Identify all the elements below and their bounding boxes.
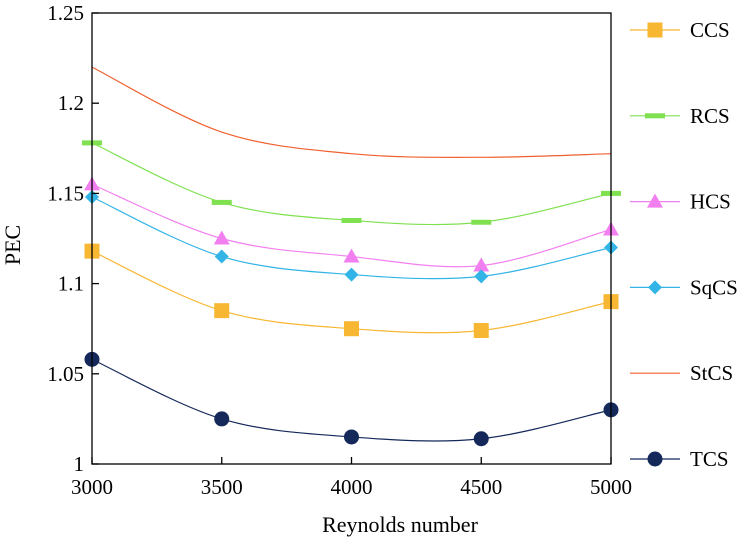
legend-item-tcs: TCS <box>630 447 729 471</box>
x-tick-label: 3000 <box>71 475 113 499</box>
data-point-sqcs-4500 <box>474 269 489 284</box>
y-tick-label: 1 <box>74 452 85 476</box>
legend-label-rcs: RCS <box>690 104 730 128</box>
series-line-ccs <box>91 250 612 334</box>
y-tick-label: 1.2 <box>58 91 84 115</box>
series-line-stcs <box>91 66 612 158</box>
data-point-ccs-4500 <box>473 323 489 339</box>
y-tick-label: 1.1 <box>58 272 84 296</box>
plot-area <box>82 66 621 447</box>
x-tick-label: 4000 <box>331 475 373 499</box>
legend-marker-sqcs <box>648 280 662 295</box>
data-point-sqcs-3500 <box>214 249 229 264</box>
x-tick-label: 5000 <box>590 475 632 499</box>
legend-marker-hcs <box>647 193 663 208</box>
series-stcs <box>91 66 612 158</box>
legend-item-stcs: StCS <box>630 361 733 385</box>
legend-item-ccs: CCS <box>630 18 730 42</box>
data-point-tcs-3500 <box>214 411 230 427</box>
legend-item-rcs: RCS <box>630 104 730 128</box>
series-tcs <box>84 351 619 447</box>
legend-item-sqcs: SqCS <box>630 275 738 299</box>
legend-label-stcs: StCS <box>690 361 733 385</box>
legend: CCS RCS HCS SqCS StCS TCS <box>630 18 738 471</box>
series-rcs <box>82 140 621 226</box>
data-point-tcs-4000 <box>344 429 359 445</box>
data-point-hcs-4000 <box>343 248 360 263</box>
y-axis-title: PEC <box>0 225 25 265</box>
series-line-tcs <box>91 358 612 442</box>
data-point-hcs-4500 <box>473 257 490 272</box>
series-hcs <box>84 176 619 272</box>
y-tick-label: 1.05 <box>47 362 84 386</box>
legend-label-ccs: CCS <box>690 18 730 42</box>
legend-marker-rcs <box>645 113 665 119</box>
data-point-ccs-3500 <box>214 303 230 319</box>
data-point-rcs-4500 <box>471 219 492 225</box>
series-ccs <box>84 243 619 339</box>
legend-label-hcs: HCS <box>690 190 731 214</box>
legend-marker-ccs <box>647 22 663 38</box>
y-tick-label: 1.15 <box>47 181 84 205</box>
data-point-rcs-4000 <box>341 217 362 223</box>
legend-label-sqcs: SqCS <box>690 275 738 299</box>
series-line-sqcs <box>91 196 612 280</box>
legend-label-tcs: TCS <box>690 447 729 471</box>
data-point-ccs-4000 <box>344 321 359 337</box>
data-point-sqcs-4000 <box>344 267 359 282</box>
x-axis-title: Reynolds number <box>322 512 478 537</box>
data-point-hcs-3500 <box>213 230 230 245</box>
data-point-tcs-4500 <box>473 431 489 447</box>
y-tick-label: 1.25 <box>47 1 84 25</box>
legend-item-hcs: HCS <box>630 190 731 214</box>
plot-frame <box>91 12 612 465</box>
x-tick-label: 4500 <box>460 475 502 499</box>
legend-marker-tcs <box>647 451 663 467</box>
series-line-rcs <box>91 142 612 226</box>
series-sqcs <box>85 190 618 284</box>
data-point-rcs-3500 <box>211 199 232 205</box>
x-tick-label: 3500 <box>201 475 243 499</box>
axes: 1 1.05 1.1 1.15 1.2 1.25 3000 3500 4000 4500 5000 <box>47 1 632 499</box>
